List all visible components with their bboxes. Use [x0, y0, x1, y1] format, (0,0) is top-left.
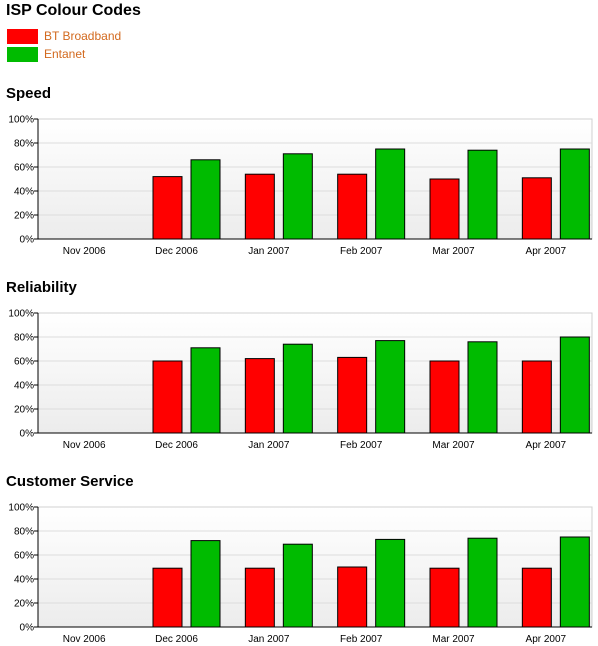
bar — [152, 360, 183, 434]
plot-area — [37, 312, 593, 434]
bar — [559, 536, 590, 628]
y-tick-label: 20% — [14, 405, 34, 416]
bar — [190, 347, 221, 434]
bar — [521, 567, 552, 628]
bar — [521, 360, 552, 434]
y-tick-label: 60% — [14, 163, 34, 174]
bar — [152, 567, 183, 628]
y-tick-label: 0% — [20, 235, 35, 246]
y-tick-label: 0% — [20, 623, 35, 634]
bar — [190, 540, 221, 628]
bar — [429, 567, 460, 628]
legend-item-entanet[interactable]: Entanet — [7, 45, 121, 63]
bar — [282, 343, 313, 434]
legend-swatch-entanet — [7, 46, 38, 62]
customer-service-chart-title: Customer Service — [6, 473, 134, 490]
y-tick-label: 40% — [14, 381, 34, 392]
legend-item-bt[interactable]: BT Broadband — [7, 27, 121, 45]
bar — [429, 360, 460, 434]
legend: BT Broadband Entanet — [7, 27, 121, 63]
speed-chart: 0% 20% 40% 60% 80% 100% Nov 2006 Dec 2006 Jan 20… — [8, 115, 593, 257]
x-tick-label: Feb 2007 — [340, 440, 383, 451]
bar — [244, 567, 275, 628]
y-tick-label: 100% — [8, 115, 34, 126]
customer-service-chart: 0% 20% 40% 60% 80% 100% Nov 2006 Dec 2006 Jan 20… — [8, 503, 593, 645]
legend-label-bt[interactable]: BT Broadband — [44, 29, 122, 43]
bar — [244, 173, 275, 240]
bar — [467, 341, 498, 434]
bar — [559, 148, 590, 240]
y-tick-label: 80% — [14, 139, 34, 150]
x-tick-label: Jan 2007 — [248, 634, 290, 645]
y-tick-label: 20% — [14, 599, 34, 610]
x-tick-label: Mar 2007 — [432, 440, 475, 451]
y-tick-label: 100% — [8, 309, 34, 320]
bar — [190, 159, 221, 240]
x-tick-label: Dec 2006 — [155, 440, 198, 451]
bar — [244, 358, 275, 434]
x-tick-label: Nov 2006 — [63, 634, 106, 645]
x-tick-label: Apr 2007 — [526, 634, 567, 645]
bar — [429, 178, 460, 240]
bar — [375, 538, 406, 628]
bar — [337, 566, 368, 628]
x-tick-label: Dec 2006 — [155, 634, 198, 645]
plot-area — [37, 118, 593, 240]
x-tick-label: Apr 2007 — [526, 246, 567, 257]
y-tick-label: 0% — [20, 429, 35, 440]
y-tick-label: 60% — [14, 551, 34, 562]
bar — [467, 149, 498, 240]
x-tick-label: Feb 2007 — [340, 634, 383, 645]
y-tick-label: 40% — [14, 575, 34, 586]
bar — [282, 153, 313, 240]
x-tick-label: Apr 2007 — [526, 440, 567, 451]
reliability-chart: 0% 20% 40% 60% 80% 100% Nov 2006 Dec 2006 Jan 20… — [8, 309, 593, 451]
bar — [559, 336, 590, 434]
y-tick-label: 20% — [14, 211, 34, 222]
y-tick-label: 100% — [8, 503, 34, 514]
bar — [375, 148, 406, 240]
bar — [282, 543, 313, 628]
page-title: ISP Colour Codes — [6, 2, 141, 19]
x-tick-label: Jan 2007 — [248, 246, 290, 257]
reliability-chart-title: Reliability — [6, 279, 77, 296]
bar — [521, 177, 552, 240]
bar — [152, 176, 183, 240]
x-tick-label: Nov 2006 — [63, 246, 106, 257]
x-tick-label: Mar 2007 — [432, 634, 475, 645]
x-tick-label: Nov 2006 — [63, 440, 106, 451]
x-tick-label: Jan 2007 — [248, 440, 290, 451]
x-tick-label: Feb 2007 — [340, 246, 383, 257]
bar — [337, 173, 368, 240]
y-tick-label: 40% — [14, 187, 34, 198]
y-tick-label: 80% — [14, 527, 34, 538]
y-tick-label: 80% — [14, 333, 34, 344]
bar — [375, 340, 406, 434]
bar — [337, 356, 368, 434]
legend-swatch-bt — [7, 28, 38, 44]
plot-area — [37, 506, 593, 628]
legend-label-entanet[interactable]: Entanet — [44, 47, 86, 61]
bar — [467, 537, 498, 628]
y-tick-label: 60% — [14, 357, 34, 368]
speed-chart-title: Speed — [6, 85, 52, 102]
x-tick-label: Dec 2006 — [155, 246, 198, 257]
x-tick-label: Mar 2007 — [432, 246, 475, 257]
